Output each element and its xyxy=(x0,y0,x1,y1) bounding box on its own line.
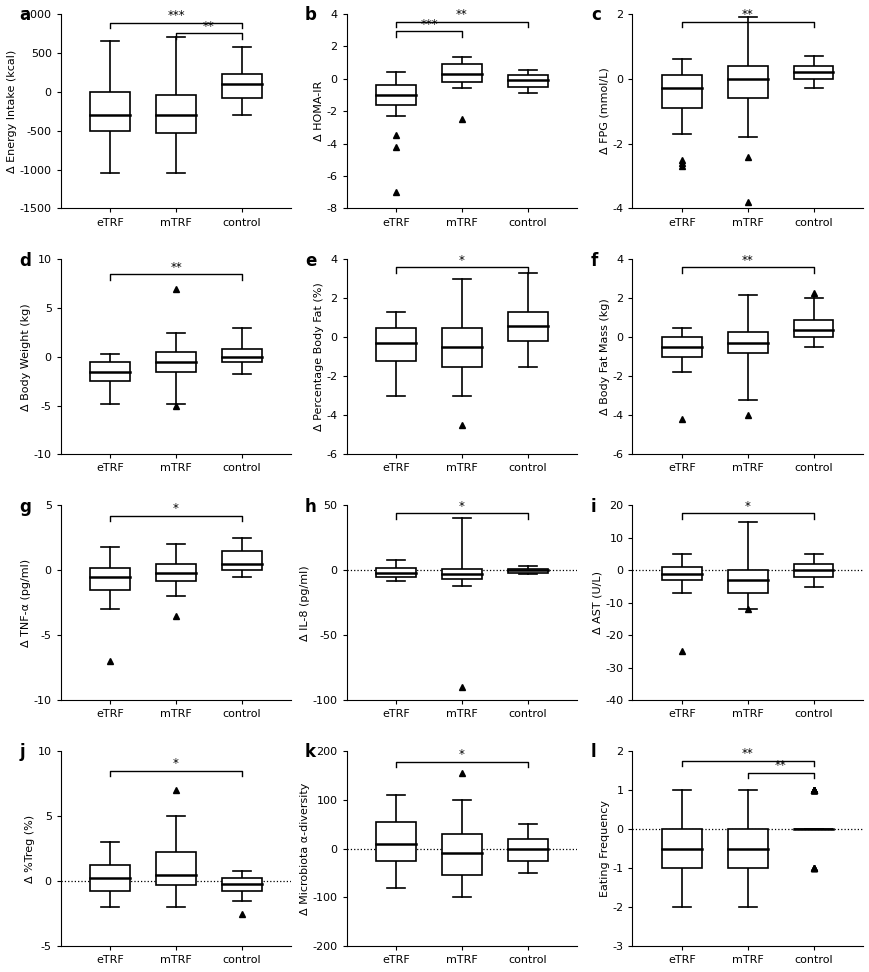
Bar xyxy=(727,331,766,353)
Text: ***: *** xyxy=(167,10,184,22)
Text: ***: *** xyxy=(420,17,437,31)
Bar xyxy=(375,821,415,861)
Bar xyxy=(90,91,129,130)
Bar xyxy=(375,86,415,105)
Bar xyxy=(661,337,700,357)
Bar xyxy=(793,564,833,576)
Bar xyxy=(727,829,766,868)
Bar xyxy=(222,551,262,571)
Bar xyxy=(90,865,129,891)
Bar xyxy=(507,312,547,341)
Bar xyxy=(507,75,547,87)
Text: k: k xyxy=(305,744,315,761)
Y-axis label: Δ HOMA-IR: Δ HOMA-IR xyxy=(314,81,323,141)
Bar xyxy=(90,568,129,590)
Y-axis label: Δ Body Fat Mass (kg): Δ Body Fat Mass (kg) xyxy=(599,298,609,415)
Bar xyxy=(441,64,481,82)
Text: j: j xyxy=(19,744,25,761)
Text: g: g xyxy=(19,498,31,515)
Text: *: * xyxy=(173,757,179,770)
Bar xyxy=(441,328,481,366)
Text: **: ** xyxy=(741,254,753,266)
Bar xyxy=(507,569,547,573)
Text: **: ** xyxy=(202,19,215,33)
Text: a: a xyxy=(19,6,30,24)
Y-axis label: Δ FPG (mmol/L): Δ FPG (mmol/L) xyxy=(599,68,609,155)
Bar xyxy=(375,568,415,576)
Y-axis label: Δ Energy Intake (kcal): Δ Energy Intake (kcal) xyxy=(7,50,17,173)
Bar xyxy=(375,328,415,361)
Bar xyxy=(661,829,700,868)
Bar xyxy=(156,352,196,371)
Text: i: i xyxy=(590,498,596,515)
Bar xyxy=(222,879,262,891)
Y-axis label: Δ AST (U/L): Δ AST (U/L) xyxy=(592,572,602,635)
Bar xyxy=(156,852,196,885)
Y-axis label: Δ Body Weight (kg): Δ Body Weight (kg) xyxy=(21,303,31,411)
Text: l: l xyxy=(590,744,596,761)
Bar xyxy=(793,320,833,337)
Bar xyxy=(507,839,547,861)
Text: *: * xyxy=(459,254,464,266)
Text: *: * xyxy=(459,748,464,761)
Text: f: f xyxy=(590,252,598,269)
Bar xyxy=(222,349,262,362)
Bar xyxy=(661,567,700,580)
Text: h: h xyxy=(305,498,316,515)
Y-axis label: Δ Microbiota α-diversity: Δ Microbiota α-diversity xyxy=(299,782,309,915)
Y-axis label: Δ %Treg (%): Δ %Treg (%) xyxy=(25,815,35,883)
Y-axis label: Δ Percentage Body Fat (%): Δ Percentage Body Fat (%) xyxy=(314,283,323,432)
Bar xyxy=(90,362,129,381)
Text: *: * xyxy=(459,500,464,512)
Text: **: ** xyxy=(741,8,753,21)
Bar xyxy=(441,569,481,579)
Y-axis label: Δ IL-8 (pg/ml): Δ IL-8 (pg/ml) xyxy=(300,565,309,641)
Text: **: ** xyxy=(774,759,786,772)
Bar xyxy=(727,65,766,98)
Bar xyxy=(441,834,481,876)
Text: **: ** xyxy=(455,8,468,21)
Text: *: * xyxy=(744,500,750,513)
Bar xyxy=(727,571,766,593)
Text: *: * xyxy=(173,503,179,515)
Bar xyxy=(156,95,196,133)
Text: **: ** xyxy=(741,747,753,760)
Y-axis label: Δ TNF-α (pg/ml): Δ TNF-α (pg/ml) xyxy=(21,559,31,646)
Bar xyxy=(661,75,700,108)
Bar xyxy=(156,564,196,580)
Y-axis label: Eating Frequency: Eating Frequency xyxy=(599,800,609,897)
Text: d: d xyxy=(19,252,31,269)
Text: e: e xyxy=(305,252,316,269)
Text: b: b xyxy=(305,6,316,24)
Bar xyxy=(793,65,833,79)
Text: c: c xyxy=(590,6,600,24)
Bar xyxy=(222,74,262,98)
Text: **: ** xyxy=(170,260,182,273)
